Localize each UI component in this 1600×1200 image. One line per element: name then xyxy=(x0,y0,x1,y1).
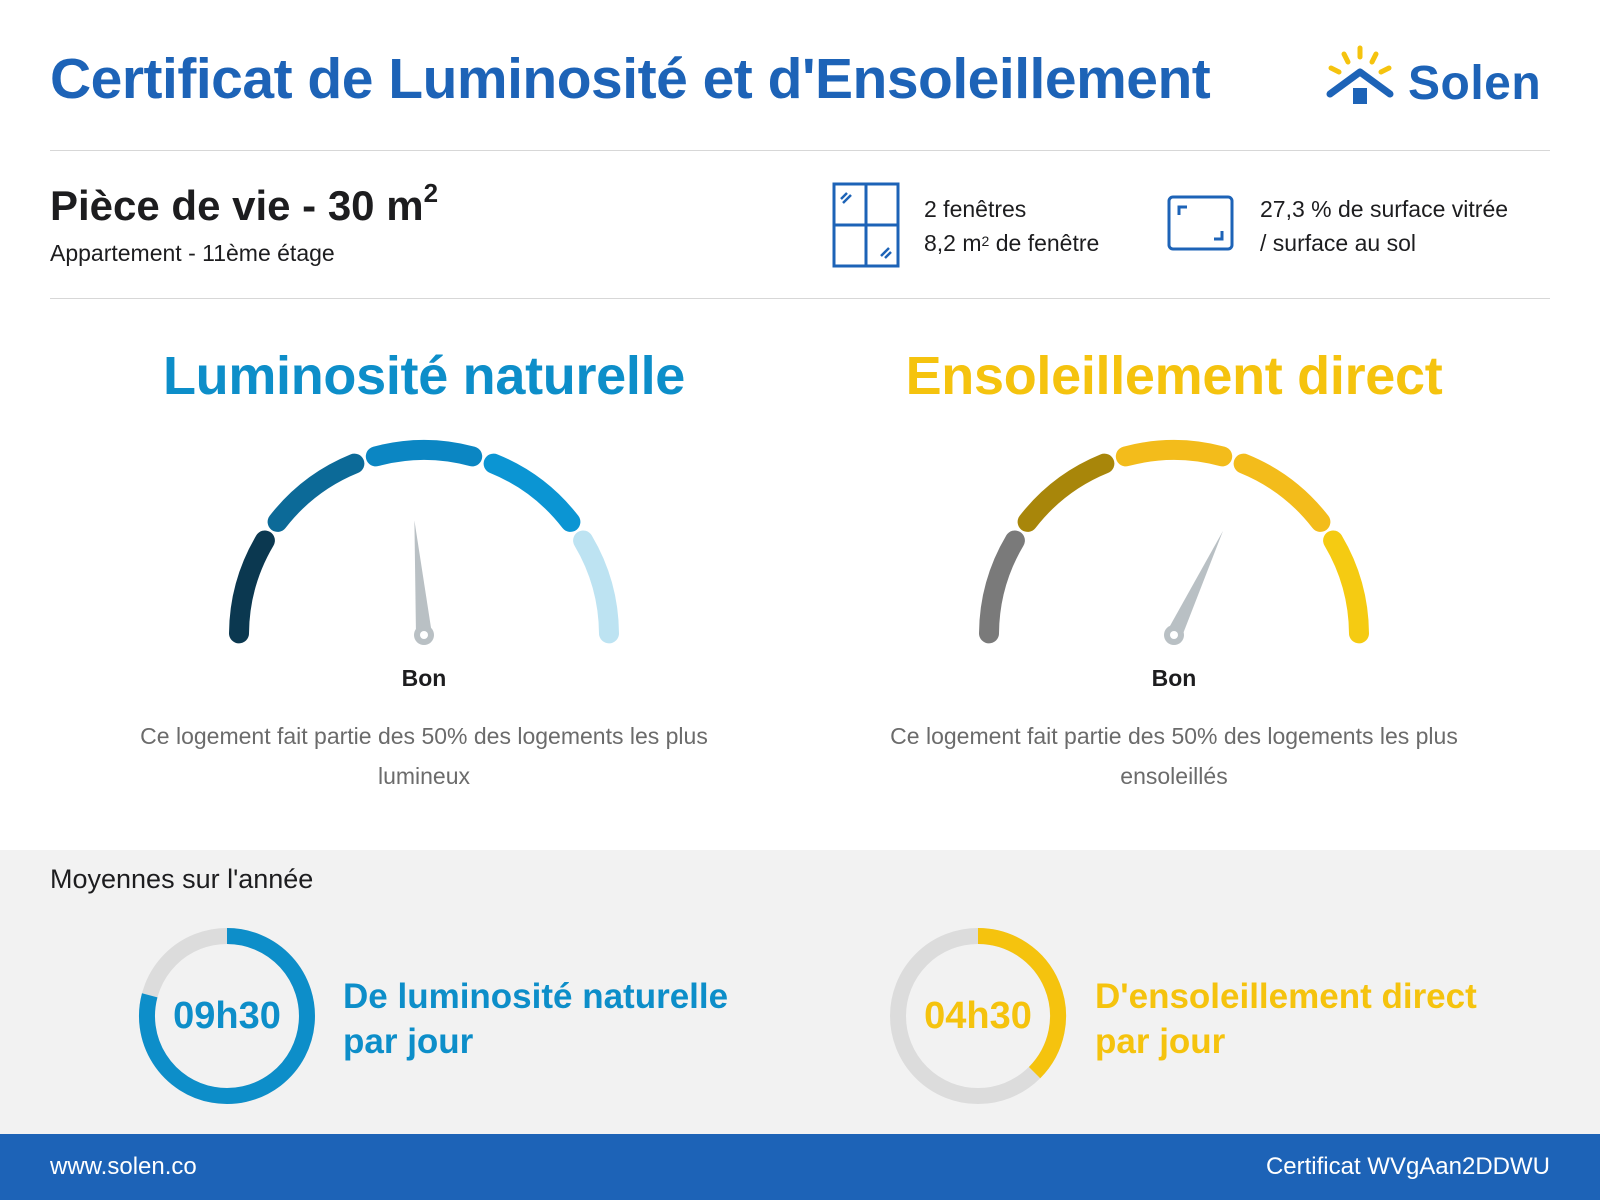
luminosity-gauge xyxy=(229,440,619,645)
sunshine-title: Ensoleillement direct xyxy=(905,346,1443,406)
sun-house-icon xyxy=(1326,45,1394,104)
luminosity-hours-label: De luminosité naturelle par jour xyxy=(343,977,729,1061)
gauge-segment-1 xyxy=(979,530,1025,644)
gauge-segment-4 xyxy=(1233,453,1331,532)
sunshine-gauge-block: Ensoleillement direct Bon Ce logement fa… xyxy=(794,345,1554,796)
room-info: Pièce de vie - 30 m2 Appartement - 11ème… xyxy=(50,178,439,267)
gauge-segment-2 xyxy=(1017,453,1115,532)
glazing-text: 27,3 % de surface vitrée / surface au so… xyxy=(1260,192,1508,260)
windows-text: 2 fenêtres 8,2 m2 de fenêtre xyxy=(924,192,1099,260)
header: Certificat de Luminosité et d'Ensoleille… xyxy=(50,38,1550,118)
website-link[interactable]: www.solen.co xyxy=(50,1153,197,1180)
window-icon xyxy=(832,182,900,268)
gauge-segment-4 xyxy=(483,453,581,532)
logo-text: Solen xyxy=(1408,57,1542,110)
sunshine-description: Ce logement fait partie des 50% des loge… xyxy=(890,723,1458,789)
gauge-needle xyxy=(414,520,432,636)
sunshine-hours-label: D'ensoleillement direct par jour xyxy=(1095,977,1477,1061)
glazing-ratio-suffix: / surface au sol xyxy=(1260,230,1416,256)
glazing-ratio: 27,3 % de surface vitrée xyxy=(1260,196,1509,222)
gauge-segment-2 xyxy=(267,453,365,532)
page-title: Certificat de Luminosité et d'Ensoleille… xyxy=(50,47,1211,111)
floor-plan-icon xyxy=(1167,195,1234,251)
footer: www.solen.co Certificat WVgAan2DDWU xyxy=(0,1134,1600,1200)
gauge-segment-3 xyxy=(365,440,483,467)
solen-logo[interactable]: Solen xyxy=(1320,42,1550,112)
ring-progress xyxy=(138,928,315,1104)
sunshine-hours-ring: 04h30 xyxy=(886,924,1070,1108)
windows-area: 8,2 m2 de fenêtre xyxy=(924,230,1100,256)
sunshine-level: Bon xyxy=(1151,665,1197,691)
ring-progress xyxy=(977,928,1067,1079)
gauge-needle-dot xyxy=(1170,631,1178,639)
sunshine-hours-value: 04h30 xyxy=(924,995,1032,1037)
room-title: Pièce de vie - 30 m2 xyxy=(50,178,439,229)
annual-averages: Moyennes sur l'année 09h30 De luminosité… xyxy=(0,850,1600,1134)
luminosity-level: Bon xyxy=(401,665,447,691)
sunshine-ring-chart xyxy=(890,928,1067,1104)
luminosity-hours-ring: 09h30 xyxy=(135,924,319,1108)
gauge-segment-5 xyxy=(573,530,619,644)
room-subtitle: Appartement - 11ème étage xyxy=(50,240,335,266)
luminosity-gauge-block: Luminosité naturelle Bon Ce logement fai… xyxy=(44,345,804,796)
gauge-needle-dot xyxy=(420,631,428,639)
windows-count: 2 fenêtres xyxy=(924,196,1027,222)
gauge-segment-5 xyxy=(1323,530,1369,644)
divider xyxy=(50,298,1550,299)
divider xyxy=(50,150,1550,151)
luminosity-ring-chart xyxy=(138,928,315,1104)
luminosity-title: Luminosité naturelle xyxy=(162,346,686,406)
gauge-segment-1 xyxy=(229,530,275,644)
luminosity-hours-value: 09h30 xyxy=(173,995,281,1037)
luminosity-description: Ce logement fait partie des 50% des loge… xyxy=(140,723,708,789)
annual-title: Moyennes sur l'année xyxy=(50,864,314,894)
sunshine-gauge xyxy=(979,440,1369,645)
gauge-segment-3 xyxy=(1115,440,1233,467)
gauge-needle xyxy=(1166,530,1223,639)
certificate-id: Certificat WVgAan2DDWU xyxy=(1265,1153,1550,1180)
